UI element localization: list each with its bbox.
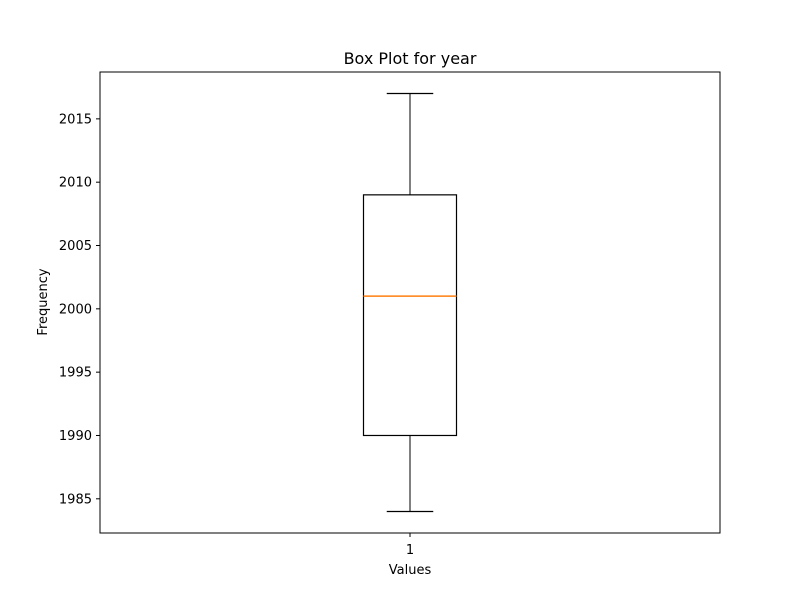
y-tick-label: 1995	[59, 366, 92, 381]
y-tick-label: 2005	[59, 239, 92, 254]
x-axis-label: Values	[389, 563, 432, 578]
x-tick-label: 1	[406, 543, 414, 558]
box-iqr	[362, 194, 458, 437]
y-tick-label: 2000	[59, 302, 92, 317]
box-series	[362, 92, 458, 513]
x-axis: 1	[406, 533, 414, 558]
y-tick-label: 1990	[59, 429, 92, 444]
y-tick-label: 2010	[59, 176, 92, 191]
y-axis: 1985 1990 1995 2000 2005 2010 2015	[59, 112, 100, 507]
y-tick-label: 1985	[59, 492, 92, 507]
y-axis-label: Frequency	[36, 268, 51, 335]
y-tick-label: 2015	[59, 112, 92, 127]
chart-title: Box Plot for year	[344, 49, 477, 68]
